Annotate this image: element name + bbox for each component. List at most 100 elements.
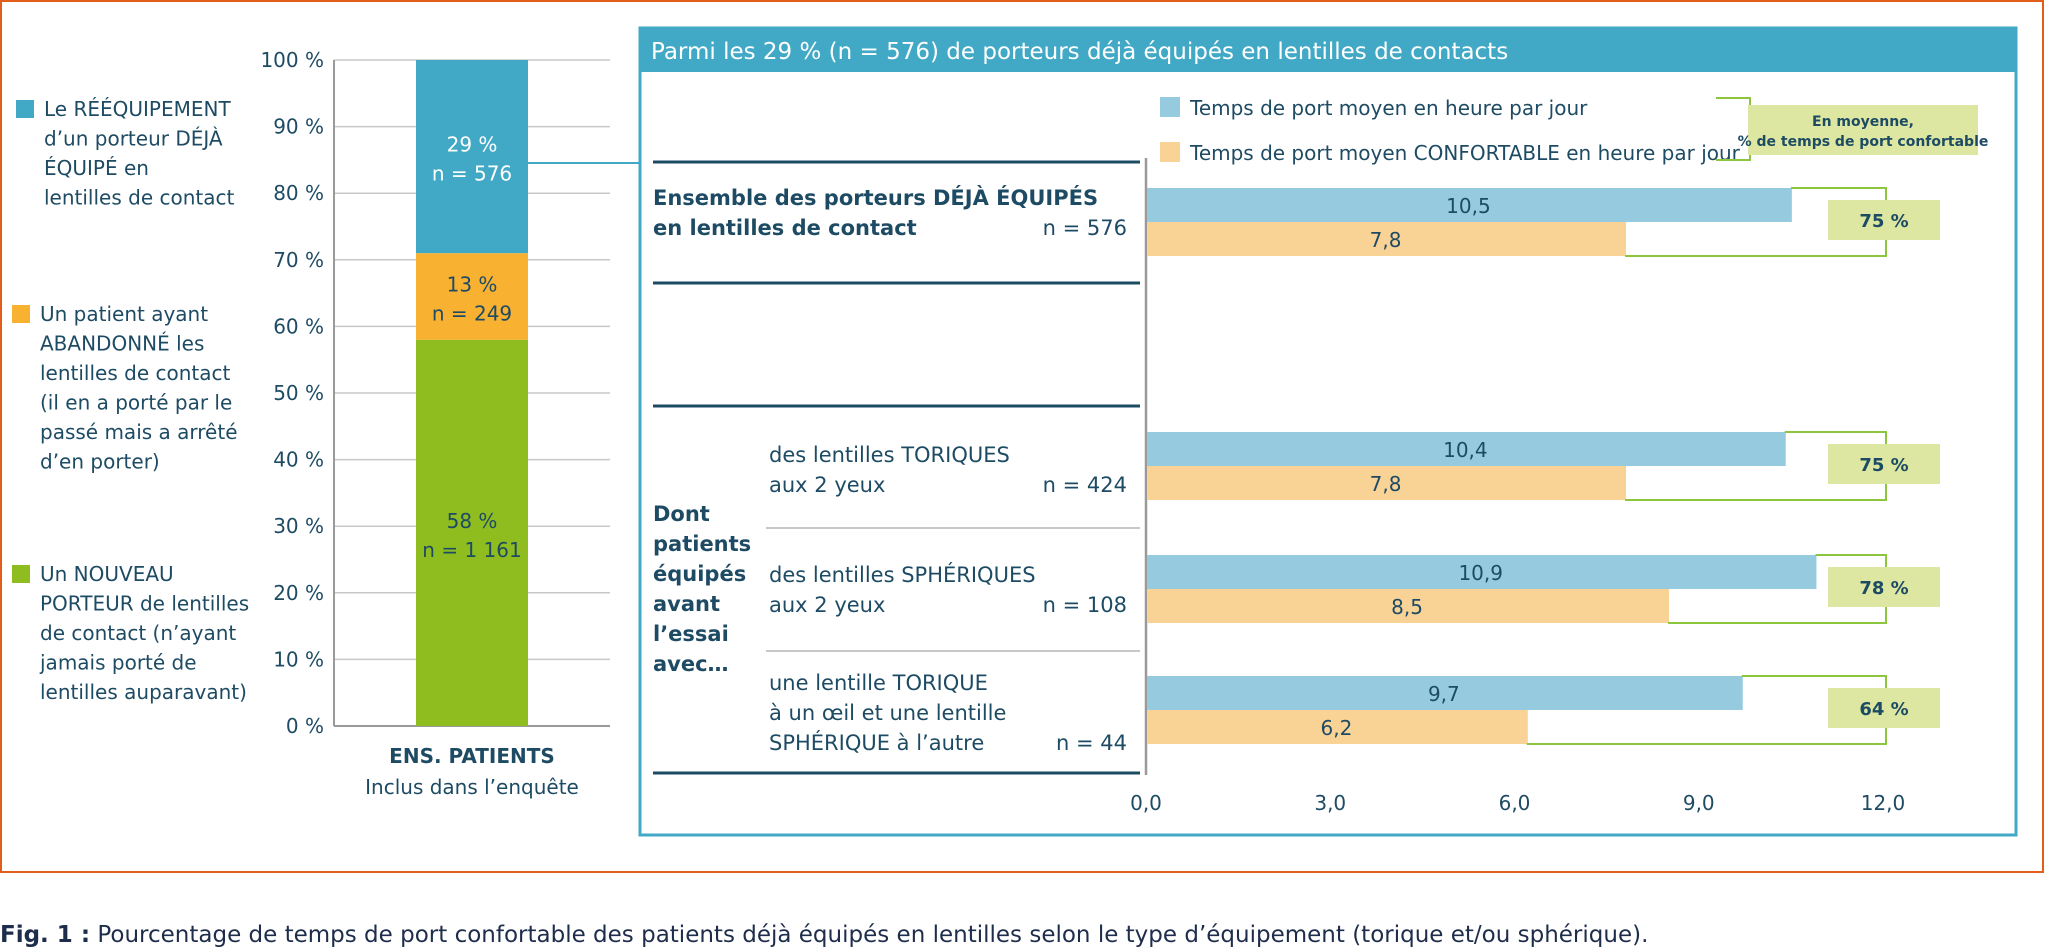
figure-chart: 0 % 10 % 20 % 30 % 40 % 50 % 60 % 70 % 80 % 90 % 1… bbox=[12, 26, 2018, 837]
legend-text-line: d’en porter) bbox=[40, 450, 160, 474]
legend-text-line: de contact (n’ayant bbox=[40, 621, 236, 645]
group-label-line: aux 2 yeux bbox=[769, 593, 885, 617]
bar bbox=[1147, 466, 1627, 500]
x-tick-label: 12,0 bbox=[1861, 791, 1906, 815]
bar-value-label: 10,4 bbox=[1443, 438, 1488, 462]
pct-value-label: 78 % bbox=[1859, 578, 1908, 599]
group-label-line: Ensemble des porteurs DÉJÀ ÉQUIPÉS bbox=[653, 185, 1098, 210]
y-tick-label: 100 % bbox=[260, 48, 324, 72]
legend-text-line: ABANDONNÉ les bbox=[40, 332, 204, 356]
legend-swatch bbox=[1160, 142, 1180, 162]
group-header-line: l’essai bbox=[653, 622, 729, 646]
x-tick-label: 0,0 bbox=[1130, 791, 1162, 815]
legend-text-line: lentilles de contact bbox=[40, 361, 230, 385]
segment-percent-label: 58 % bbox=[447, 509, 498, 533]
pct-value-label: 75 % bbox=[1859, 211, 1908, 232]
legend-text-line: Un NOUVEAU bbox=[40, 562, 174, 586]
group-header-line: Dont bbox=[653, 502, 710, 526]
legend-text-line: PORTEUR de lentilles bbox=[40, 592, 249, 616]
group-header-line: équipés bbox=[653, 562, 746, 586]
y-tick-label: 20 % bbox=[273, 581, 324, 605]
pct-legend-line: En moyenne, bbox=[1812, 114, 1914, 130]
pct-value-label: 64 % bbox=[1859, 699, 1908, 720]
legend-text-line: Un patient ayant bbox=[40, 302, 208, 326]
group-label-line: en lentilles de contact bbox=[653, 216, 917, 240]
group-label-line: une lentille TORIQUE bbox=[769, 671, 988, 695]
stacked-bar-segment bbox=[416, 339, 528, 726]
y-tick-label: 40 % bbox=[273, 448, 324, 472]
y-tick-label: 80 % bbox=[273, 181, 324, 205]
group-label-line: à un œil et une lentille bbox=[769, 701, 1006, 725]
y-tick-label: 10 % bbox=[273, 647, 324, 671]
bar-value-label: 10,5 bbox=[1446, 194, 1491, 218]
group-n-label: n = 108 bbox=[1043, 593, 1127, 617]
caption-label: Fig. 1 : bbox=[0, 922, 91, 948]
bar-value-label: 8,5 bbox=[1391, 595, 1423, 619]
segment-n-label: n = 576 bbox=[432, 162, 512, 186]
bar-value-label: 6,2 bbox=[1320, 716, 1352, 740]
legend-swatch bbox=[1160, 97, 1180, 117]
pct-box bbox=[1828, 200, 1940, 240]
group-n-label: n = 424 bbox=[1043, 473, 1127, 497]
legend-text-line: passé mais a arrêté bbox=[40, 420, 238, 444]
pct-box bbox=[1828, 688, 1940, 728]
group-n-label: n = 44 bbox=[1056, 731, 1127, 755]
bar bbox=[1147, 589, 1670, 623]
pct-box bbox=[1828, 567, 1940, 607]
legend-text-line: lentilles de contact bbox=[44, 186, 234, 210]
legend-text-line: (il en a porté par le bbox=[40, 391, 232, 415]
legend-text-line: Le RÉÉQUIPEMENT bbox=[44, 97, 231, 121]
x-category-label: ENS. PATIENTS bbox=[389, 744, 555, 768]
bar bbox=[1147, 222, 1627, 256]
x-category-sublabel: Inclus dans l’enquête bbox=[365, 775, 579, 799]
bar bbox=[1147, 710, 1528, 744]
y-tick-label: 90 % bbox=[273, 115, 324, 139]
bar-value-label: 7,8 bbox=[1370, 228, 1402, 252]
legend-text-line: lentilles auparavant) bbox=[40, 680, 247, 704]
pct-legend-box bbox=[1748, 105, 1978, 155]
legend-text-line: ÉQUIPÉ en bbox=[44, 156, 149, 180]
bar-value-label: 9,7 bbox=[1428, 682, 1460, 706]
legend-swatch bbox=[16, 100, 34, 118]
legend-label: Temps de port moyen CONFORTABLE en heure… bbox=[1189, 141, 1741, 165]
legend-label: Temps de port moyen en heure par jour bbox=[1189, 96, 1588, 120]
group-header-line: avec… bbox=[653, 652, 729, 676]
stacked-bar-segment bbox=[416, 60, 528, 254]
legend-swatch bbox=[12, 305, 30, 323]
group-header-line: patients bbox=[653, 532, 751, 556]
figure-caption: Fig. 1 : Pourcentage de temps de port co… bbox=[0, 922, 1648, 948]
segment-percent-label: 29 % bbox=[447, 133, 498, 157]
segment-n-label: n = 249 bbox=[432, 301, 512, 325]
group-label-line: aux 2 yeux bbox=[769, 473, 885, 497]
legend-text-line: d’un porteur DÉJÀ bbox=[44, 127, 223, 151]
legend-text-line: jamais porté de bbox=[39, 651, 197, 675]
bar bbox=[1147, 555, 1817, 589]
x-tick-label: 9,0 bbox=[1683, 791, 1715, 815]
pct-box bbox=[1828, 444, 1940, 484]
panel-title: Parmi les 29 % (n = 576) de porteurs déj… bbox=[651, 39, 1508, 65]
y-tick-label: 30 % bbox=[273, 514, 324, 538]
x-tick-label: 6,0 bbox=[1499, 791, 1531, 815]
segment-n-label: n = 1 161 bbox=[422, 538, 521, 562]
figure-frame bbox=[0, 0, 2044, 873]
y-tick-label: 0 % bbox=[286, 714, 324, 738]
y-tick-label: 50 % bbox=[273, 381, 324, 405]
bar bbox=[1147, 676, 1743, 710]
bar bbox=[1147, 188, 1792, 222]
legend-swatch bbox=[12, 565, 30, 583]
pct-legend-line: % de temps de port confortable bbox=[1738, 134, 1989, 150]
group-label-line: des lentilles SPHÉRIQUES bbox=[769, 562, 1036, 587]
pct-value-label: 75 % bbox=[1859, 455, 1908, 476]
bar bbox=[1147, 432, 1786, 466]
y-tick-label: 60 % bbox=[273, 314, 324, 338]
bar-value-label: 10,9 bbox=[1458, 561, 1503, 585]
group-label-line: des lentilles TORIQUES bbox=[769, 443, 1010, 467]
group-n-label: n = 576 bbox=[1043, 216, 1127, 240]
bar-value-label: 7,8 bbox=[1370, 472, 1402, 496]
x-tick-label: 3,0 bbox=[1314, 791, 1346, 815]
stacked-bar-segment bbox=[416, 253, 528, 340]
caption-text: Pourcentage de temps de port confortable… bbox=[97, 922, 1649, 948]
segment-percent-label: 13 % bbox=[447, 272, 498, 296]
panel-title-bar bbox=[640, 28, 2016, 72]
group-header-line: avant bbox=[653, 592, 720, 616]
